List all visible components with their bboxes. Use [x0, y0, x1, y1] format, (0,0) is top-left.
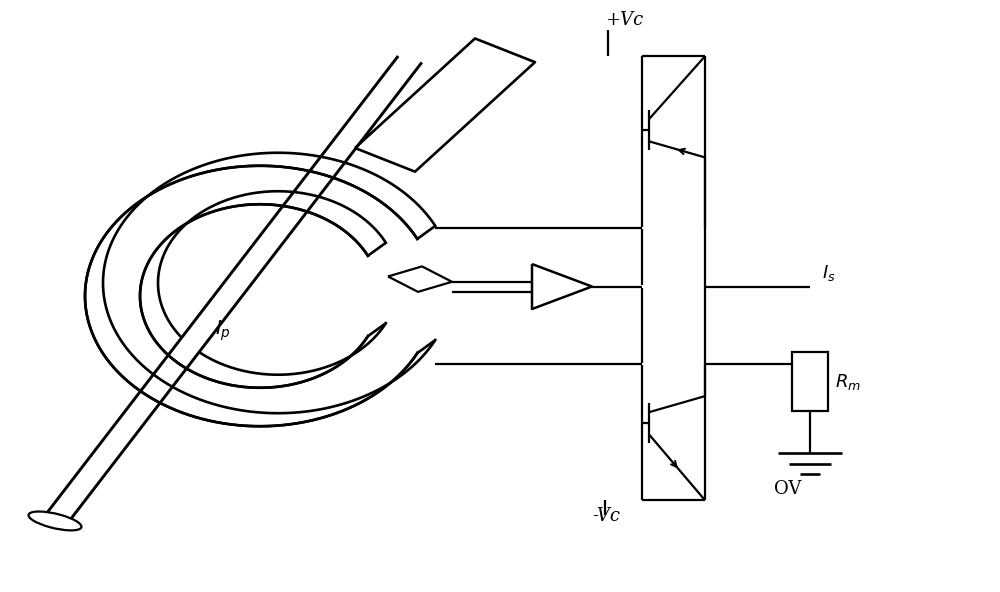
Text: $R_m$: $R_m$ — [835, 372, 861, 392]
Text: +Vc: +Vc — [605, 11, 643, 29]
Ellipse shape — [29, 511, 81, 530]
Bar — [792, 352, 828, 411]
Text: $I_s$: $I_s$ — [822, 263, 836, 283]
Text: OV: OV — [774, 480, 802, 498]
Polygon shape — [157, 250, 273, 377]
Text: $I_p$: $I_p$ — [215, 318, 231, 343]
Text: -Vc: -Vc — [592, 507, 620, 525]
